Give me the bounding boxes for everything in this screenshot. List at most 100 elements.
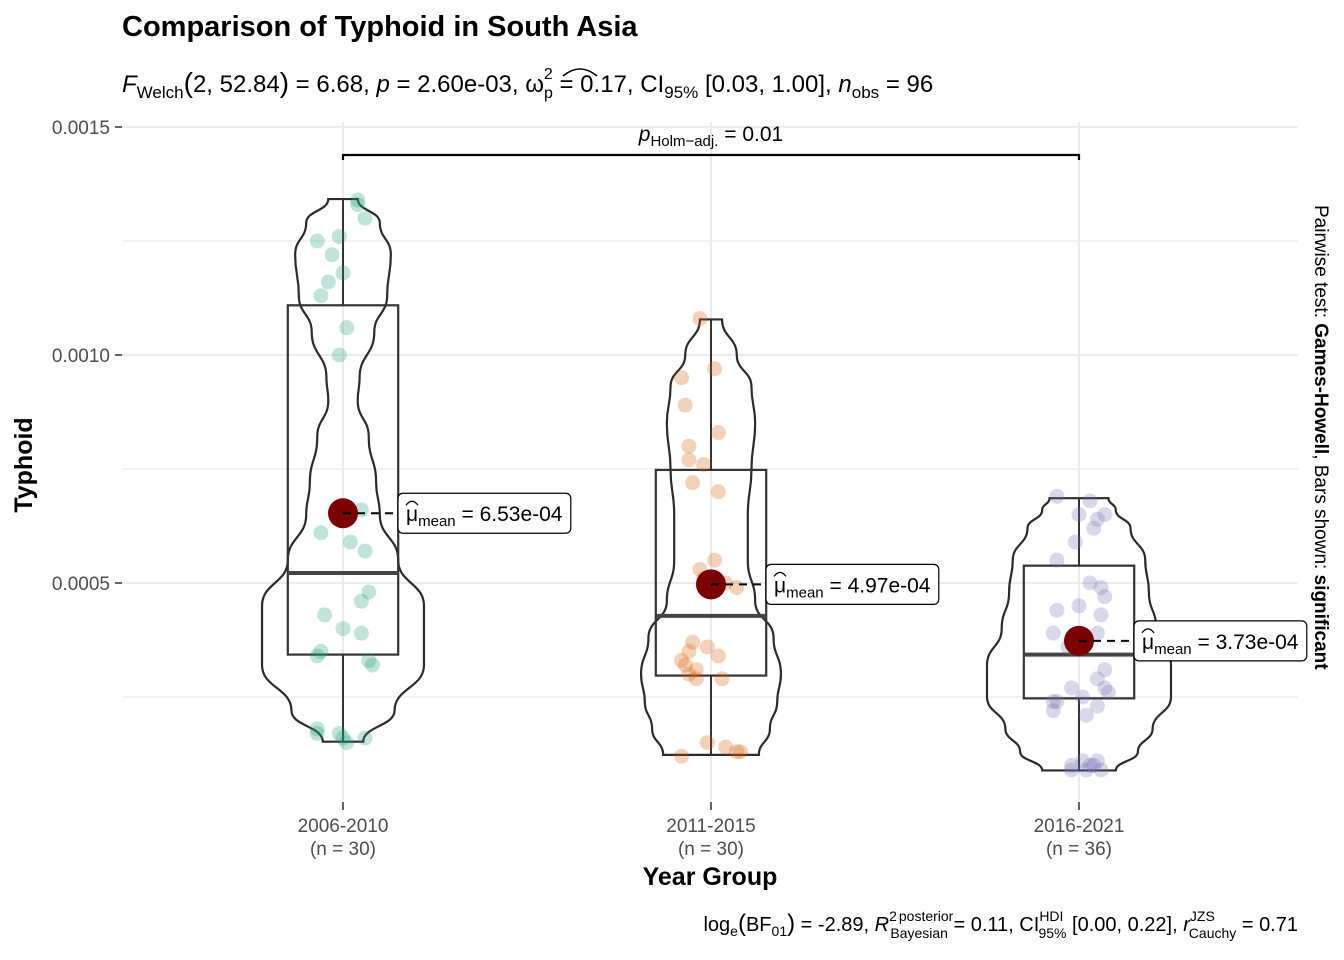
data-point <box>681 666 697 682</box>
data-point <box>1089 671 1105 687</box>
data-point <box>317 607 333 623</box>
data-point <box>1082 493 1098 509</box>
data-point <box>1049 694 1065 710</box>
data-point <box>353 625 369 641</box>
chart-subtitle: FWelch(2, 52.84) = 6.68, p = 2.60e-03, ω… <box>122 66 933 102</box>
mean-label-text: μmean = 3.73e-04 <box>1142 631 1299 658</box>
data-point <box>688 662 704 678</box>
data-point <box>1064 762 1080 778</box>
data-point <box>1045 694 1061 710</box>
mean-label: μmean = 3.73e-04 <box>1133 620 1308 662</box>
data-point <box>714 671 730 687</box>
data-point <box>1089 753 1105 769</box>
chart-footer: loge(BF01) = -2.89, R2 posterior Bayesian … <box>703 908 1298 941</box>
data-point <box>331 347 347 363</box>
data-point <box>674 748 690 764</box>
data-point <box>1045 625 1061 641</box>
data-point <box>353 593 369 609</box>
data-point <box>364 657 380 673</box>
data-point <box>710 484 726 500</box>
data-point <box>309 725 325 741</box>
mean-hat <box>773 571 787 577</box>
mean-label-box <box>397 492 572 534</box>
data-point <box>309 233 325 249</box>
mean-hat <box>405 500 419 506</box>
data-point <box>335 621 351 637</box>
data-point <box>699 639 715 655</box>
data-point <box>707 552 723 568</box>
y-tick-label: 0.0005 <box>52 574 110 595</box>
data-point <box>729 744 745 760</box>
data-point <box>1097 680 1113 696</box>
data-point <box>1089 698 1105 714</box>
data-point <box>313 525 329 541</box>
data-point <box>1086 520 1102 536</box>
y-tick-label: 0.0015 <box>52 118 110 139</box>
data-point <box>732 744 748 760</box>
data-point <box>339 735 355 751</box>
pairwise-label: pHolm−adj. = 0.01 <box>638 123 783 150</box>
data-point <box>335 730 351 746</box>
data-point <box>350 192 366 208</box>
omega-hat <box>562 68 598 77</box>
data-point <box>1049 488 1065 504</box>
side-label: Pairwise test: Games-Howell, Bars shown:… <box>1310 205 1331 670</box>
data-point <box>718 739 734 755</box>
data-point <box>1100 684 1116 700</box>
data-point <box>309 648 325 664</box>
data-point <box>361 653 377 669</box>
violin <box>260 197 426 743</box>
data-point <box>674 653 690 669</box>
data-point <box>677 657 693 673</box>
mean-label-box <box>1133 620 1308 662</box>
mean-label: μmean = 6.53e-04 <box>397 492 572 534</box>
data-point <box>1071 598 1087 614</box>
data-point <box>710 648 726 664</box>
data-point <box>309 721 325 737</box>
data-point <box>331 228 347 244</box>
data-point <box>1078 762 1094 778</box>
mean-label: μmean = 4.97e-04 <box>765 563 940 605</box>
data-point <box>361 584 377 600</box>
data-point <box>685 634 701 650</box>
box <box>286 304 400 656</box>
data-point <box>692 311 708 327</box>
data-point <box>357 210 373 226</box>
group-2016-2021: μmean = 3.73e-04 <box>985 488 1308 778</box>
y-axis: 0.0005 0.0010 0.0015 <box>52 118 122 595</box>
data-point <box>320 274 336 290</box>
data-point <box>1075 689 1091 705</box>
data-point <box>313 643 329 659</box>
data-point <box>342 534 358 550</box>
data-point <box>324 247 340 263</box>
data-point <box>1082 575 1098 591</box>
data-point <box>1097 507 1113 523</box>
data-point <box>1064 680 1080 696</box>
data-point <box>699 735 715 751</box>
x-tick-label: 2016-2021 <box>1034 816 1125 837</box>
data-point <box>1089 511 1105 527</box>
data-point <box>313 288 329 304</box>
chart-title: Comparison of Typhoid in South Asia <box>122 11 638 43</box>
omega-symbol: ω <box>525 71 544 98</box>
groups: μmean = 6.53e-04 μmean = 4.97e-04 μmean = … <box>260 192 1308 778</box>
data-point <box>677 397 693 413</box>
data-point <box>1093 580 1109 596</box>
data-point <box>674 370 690 386</box>
data-point <box>696 456 712 472</box>
pairwise-bracket: pHolm−adj. = 0.01 <box>341 123 1081 160</box>
data-point <box>339 320 355 336</box>
data-point <box>681 643 697 659</box>
data-point <box>350 197 366 213</box>
data-point <box>1097 589 1113 605</box>
mean-hat <box>1141 628 1155 634</box>
data-point <box>729 580 745 596</box>
x-tick-label: 2006-2010 <box>298 816 389 837</box>
data-point <box>1082 757 1098 773</box>
data-point <box>357 543 373 559</box>
data-point <box>1075 753 1091 769</box>
data-point <box>1093 762 1109 778</box>
data-point <box>1071 507 1087 523</box>
data-point <box>335 265 351 281</box>
data-point <box>681 438 697 454</box>
